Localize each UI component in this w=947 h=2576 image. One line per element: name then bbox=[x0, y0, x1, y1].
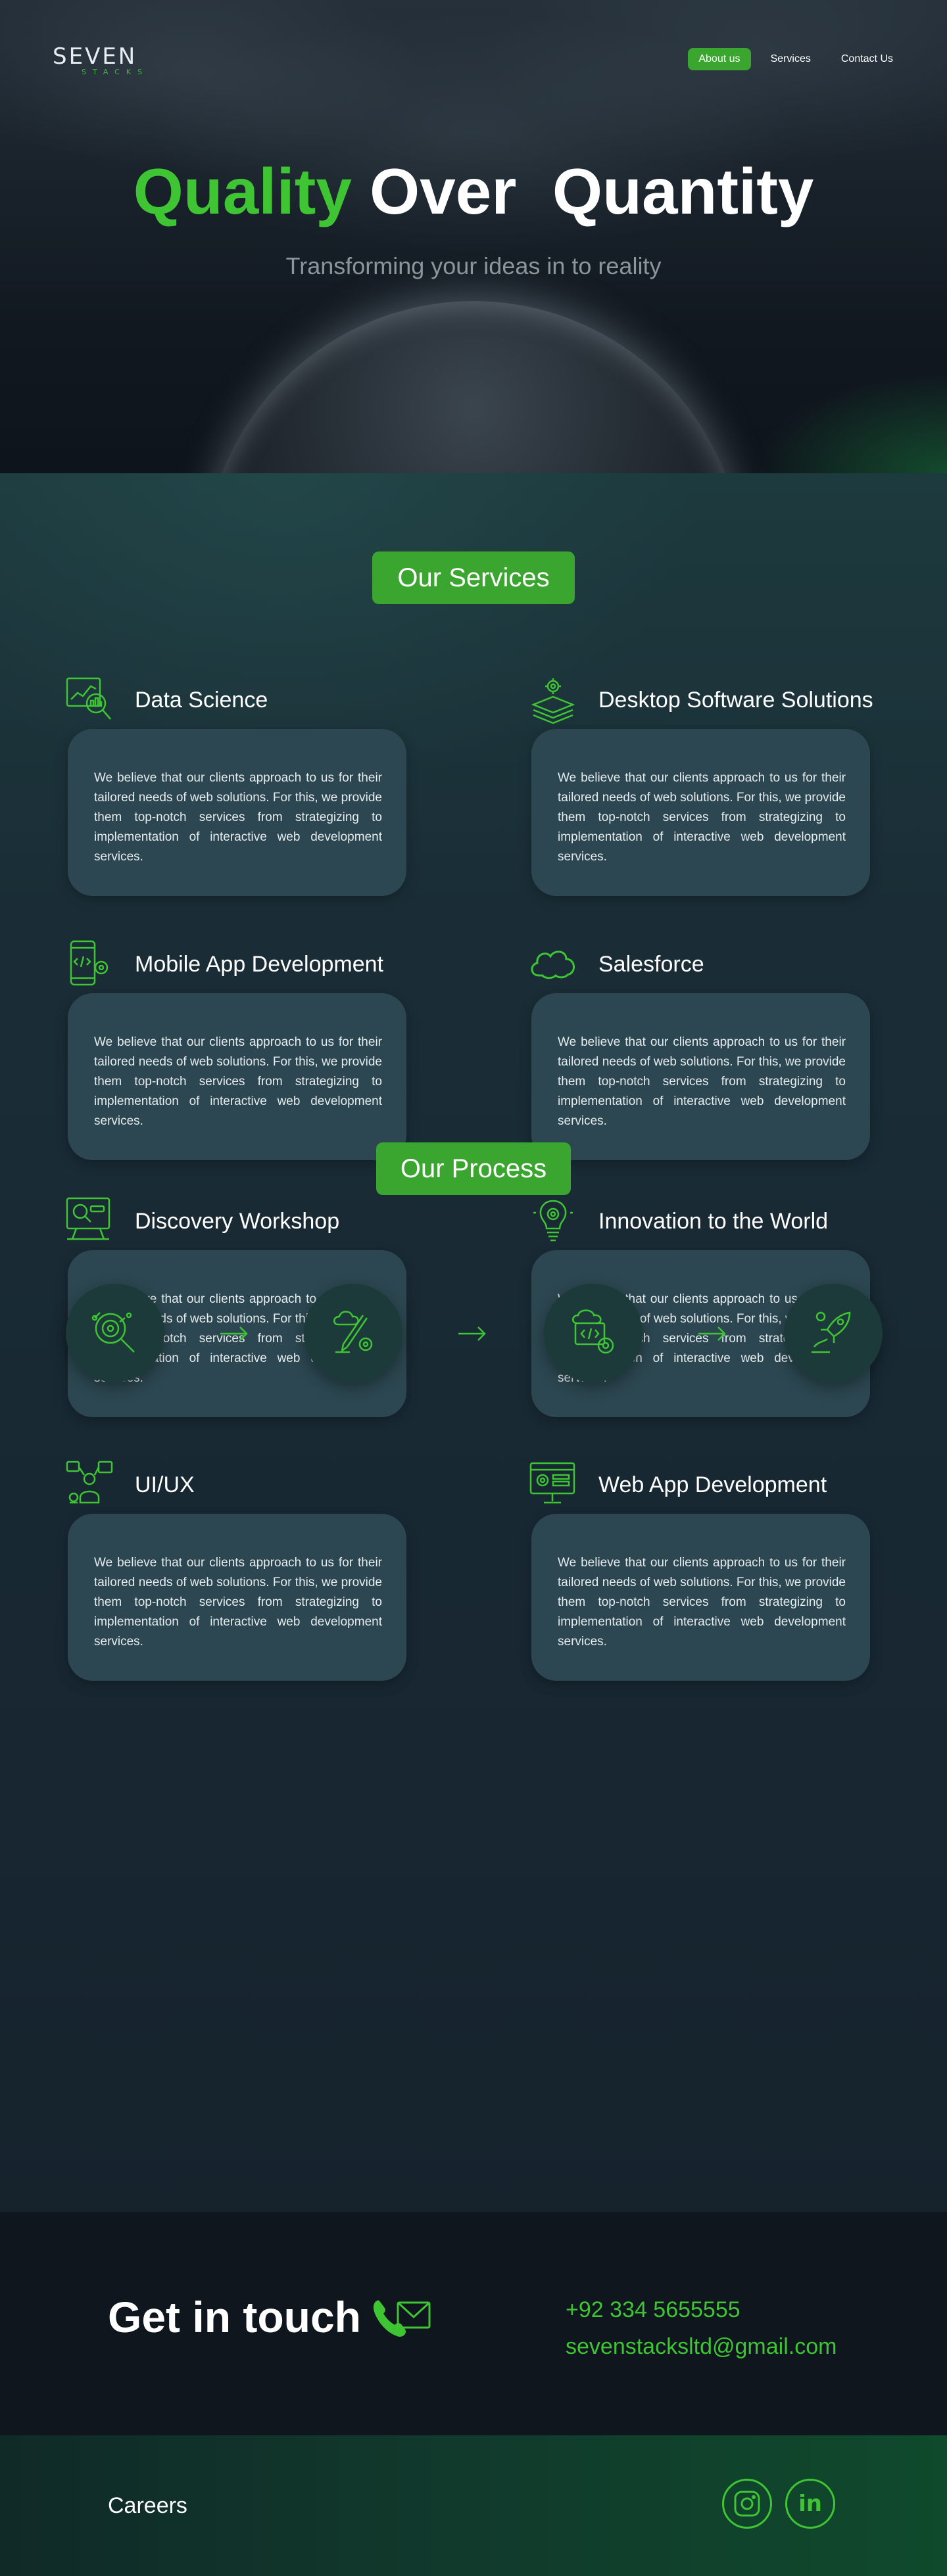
service-title: Salesforce bbox=[598, 952, 704, 977]
service-title: Discovery Workshop bbox=[135, 1209, 340, 1234]
service-description-card: We believe that our clients approach to … bbox=[531, 1514, 870, 1681]
service-description-card: We believe that our clients approach to … bbox=[68, 1514, 406, 1681]
discovery-workshop-icon bbox=[66, 1197, 110, 1240]
service-description: We believe that our clients approach to … bbox=[558, 1035, 846, 1128]
service-description-card: We believe that our clients approach to … bbox=[531, 993, 870, 1160]
ui-ux-icon bbox=[66, 1461, 113, 1504]
salesforce-cloud-icon bbox=[531, 950, 575, 979]
service-title: Mobile App Development bbox=[135, 952, 384, 977]
contact-phone[interactable]: +92 334 5655555 bbox=[566, 2297, 741, 2322]
service-card[interactable]: Desktop Software Solutions We believe th… bbox=[528, 674, 873, 904]
service-title: Desktop Software Solutions bbox=[598, 688, 873, 713]
instagram-button[interactable] bbox=[722, 2479, 772, 2529]
process-step bbox=[304, 1284, 402, 1382]
service-card[interactable]: Salesforce We believe that our clients a… bbox=[528, 939, 870, 1169]
service-title: Data Science bbox=[135, 688, 268, 713]
nav-about-us[interactable]: About us bbox=[688, 48, 751, 70]
service-description: We believe that our clients approach to … bbox=[558, 771, 846, 864]
hero-title-highlight: Quality bbox=[133, 155, 352, 227]
services-section: Our Services Data Science We believe tha… bbox=[0, 473, 947, 2212]
arrow-right-icon bbox=[220, 1326, 248, 1341]
process-step bbox=[784, 1284, 883, 1382]
innovation-bulb-icon bbox=[533, 1200, 573, 1242]
instagram-icon bbox=[734, 2491, 760, 2517]
logo-name: SEVEN bbox=[53, 43, 137, 70]
service-card[interactable]: Mobile App Development We believe that o… bbox=[64, 939, 406, 1169]
contact-section: Get in touch +92 334 5655555 sevenstacks… bbox=[0, 2212, 947, 2435]
research-magnifier-icon bbox=[91, 1312, 135, 1353]
linkedin-button[interactable]: in bbox=[785, 2479, 835, 2529]
service-card[interactable]: UI/UX We believe that our clients approa… bbox=[64, 1459, 406, 1689]
desktop-software-icon bbox=[531, 678, 575, 724]
phone-mail-icon bbox=[373, 2300, 431, 2337]
logo[interactable]: SEVEN STACKS bbox=[53, 45, 184, 78]
logo-subtitle: STACKS bbox=[82, 68, 149, 76]
service-title: UI/UX bbox=[135, 1472, 195, 1497]
services-heading: Our Services bbox=[372, 551, 575, 604]
main-nav: About us Services Contact Us bbox=[688, 48, 904, 70]
process-step bbox=[544, 1284, 643, 1382]
service-description-card: We believe that our clients approach to … bbox=[68, 729, 406, 896]
data-science-icon bbox=[66, 677, 111, 720]
development-code-icon bbox=[572, 1309, 614, 1354]
contact-email[interactable]: sevenstacksltd@gmail.com bbox=[566, 2334, 837, 2359]
mobile-app-icon bbox=[70, 940, 109, 986]
service-title: Web App Development bbox=[598, 1472, 827, 1497]
service-title: Innovation to the World bbox=[598, 1209, 829, 1234]
hero-title-rest: Over Quantity bbox=[351, 155, 814, 227]
footer: Careers in bbox=[0, 2435, 947, 2576]
service-description: We believe that our clients approach to … bbox=[94, 771, 382, 864]
arrow-right-icon bbox=[458, 1326, 486, 1341]
nav-services[interactable]: Services bbox=[770, 53, 811, 64]
planet-image bbox=[204, 301, 743, 473]
service-description: We believe that our clients approach to … bbox=[94, 1035, 382, 1128]
service-description-card: We believe that our clients approach to … bbox=[531, 729, 870, 896]
design-pencil-icon bbox=[333, 1311, 373, 1353]
hero-section: SEVEN STACKS About us Services Contact U… bbox=[0, 0, 947, 473]
hero-subtitle: Transforming your ideas in to reality bbox=[285, 252, 662, 279]
process-steps bbox=[0, 1284, 947, 1389]
process-step bbox=[66, 1284, 164, 1382]
process-heading: Our Process bbox=[376, 1142, 571, 1195]
nav-contact-us[interactable]: Contact Us bbox=[840, 53, 893, 64]
service-card[interactable]: Web App Development We believe that our … bbox=[528, 1459, 870, 1689]
service-description: We believe that our clients approach to … bbox=[558, 1556, 846, 1649]
contact-title: Get in touch bbox=[108, 2293, 361, 2341]
linkedin-icon: in bbox=[798, 2491, 822, 2517]
service-card[interactable]: Data Science We believe that our clients… bbox=[64, 674, 406, 904]
service-description: We believe that our clients approach to … bbox=[94, 1556, 382, 1649]
careers-link[interactable]: Careers bbox=[108, 2493, 187, 2518]
hero-title: Quality Over Quantity bbox=[0, 155, 947, 227]
service-description-card: We believe that our clients approach to … bbox=[68, 993, 406, 1160]
arrow-right-icon bbox=[698, 1326, 726, 1341]
web-app-icon bbox=[529, 1462, 575, 1504]
launch-rocket-icon bbox=[812, 1311, 851, 1353]
